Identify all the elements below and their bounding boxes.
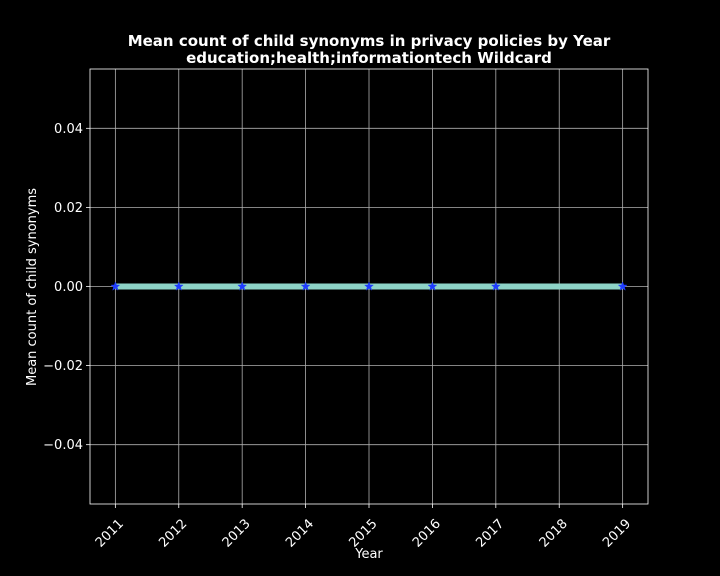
y-axis-ticks: −0.04 −0.02 0.00 0.02 0.04 — [43, 122, 90, 453]
chart-title: Mean count of child synonyms in privacy … — [128, 32, 611, 50]
chart-subtitle: education;health;informationtech Wildcar… — [186, 49, 552, 67]
y-tick-label: 0.02 — [54, 201, 83, 216]
data-point-marker — [300, 281, 311, 291]
x-tick-label: 2014 — [283, 517, 317, 551]
x-axis-label: Year — [354, 547, 383, 562]
x-tick-label: 2013 — [220, 517, 254, 551]
y-tick-label: −0.04 — [43, 438, 83, 453]
data-point-marker — [173, 281, 184, 291]
data-point-marker — [617, 281, 628, 291]
data-point-marker — [110, 281, 121, 291]
data-point-marker — [364, 281, 374, 291]
x-tick-label: 2019 — [600, 517, 634, 551]
y-axis-label: Mean count of child synonyms — [25, 188, 40, 386]
x-axis-ticks: 2011 2012 2013 2014 2015 2016 2017 2018 2019 — [93, 504, 634, 551]
x-tick-label: 2017 — [473, 517, 507, 551]
x-tick-label: 2011 — [93, 517, 127, 551]
y-tick-label: −0.02 — [43, 359, 83, 374]
x-tick-label: 2012 — [156, 517, 190, 551]
series-group — [110, 281, 628, 291]
data-point-marker — [237, 281, 248, 291]
y-tick-label: 0.04 — [54, 122, 83, 137]
x-tick-label: 2018 — [537, 517, 571, 551]
x-tick-label: 2016 — [410, 517, 444, 551]
data-point-marker — [490, 281, 501, 291]
y-tick-label: 0.00 — [54, 280, 83, 295]
x-tick-label: 2015 — [347, 517, 381, 551]
data-point-marker — [427, 281, 438, 291]
